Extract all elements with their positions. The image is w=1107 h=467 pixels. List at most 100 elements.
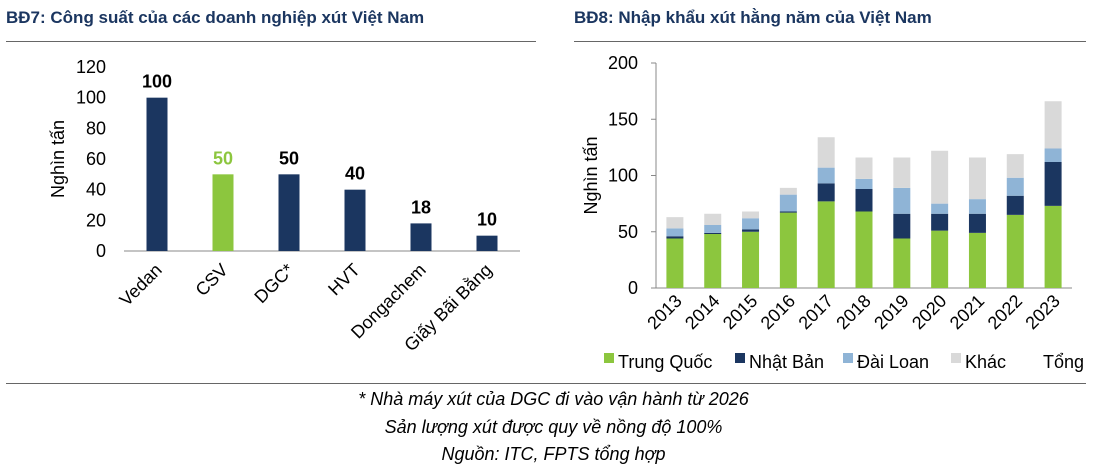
bar-segment: [742, 229, 760, 232]
bar-segment: [931, 230, 949, 288]
data-label: 100: [142, 72, 172, 92]
chart2-title-divider: [574, 41, 1086, 42]
x-tick-label: 2014: [681, 291, 723, 333]
x-tick-label: 2023: [1021, 291, 1063, 333]
x-tick-label: 2018: [832, 291, 874, 333]
bar-segment: [1006, 154, 1024, 178]
bar-segment: [1044, 148, 1062, 162]
bar-segment: [968, 232, 986, 288]
y-tick-label: 20: [86, 210, 106, 230]
y-tick-label: 0: [96, 241, 106, 261]
bar-segment: [855, 211, 873, 288]
x-tick-label: 2021: [946, 291, 988, 333]
bar-segment: [666, 217, 684, 229]
x-tick-label: 2015: [719, 291, 761, 333]
y-tick-label: 200: [608, 53, 638, 73]
footnote-dgc: * Nhà máy xút của DGC đi vào vận hành từ…: [358, 389, 749, 409]
y-tick-label: 60: [86, 149, 106, 169]
bar: [278, 174, 300, 251]
bar-segment: [1044, 101, 1062, 149]
bar-segment: [817, 183, 835, 202]
legend-label: Đài Loan: [857, 352, 929, 372]
footer-divider: [6, 383, 1086, 384]
y-tick-label: 50: [618, 222, 638, 242]
x-tick-label: 2017: [795, 291, 837, 333]
bar-segment: [855, 189, 873, 212]
legend-swatch: [604, 353, 614, 363]
x-tick-label: 2016: [757, 291, 799, 333]
data-label: 10: [477, 210, 497, 230]
bar: [476, 235, 498, 251]
bar-segment: [817, 137, 835, 168]
legend-swatch: [951, 353, 961, 363]
bar-segment: [893, 238, 911, 288]
legend-label: Trung Quốc: [618, 352, 712, 372]
bar: [212, 174, 234, 251]
bar-segment: [704, 232, 722, 234]
bar-segment: [779, 212, 797, 288]
bar-segment: [893, 187, 911, 214]
x-tick-label: 2013: [643, 291, 685, 333]
y-axis-label: Nghìn tấn: [581, 136, 601, 214]
bar-segment: [666, 238, 684, 288]
footnote-source: Nguồn: ITC, FPTS tổng hợp: [441, 444, 666, 464]
x-tick-label: 2019: [870, 291, 912, 333]
y-tick-label: 100: [76, 88, 106, 108]
bar-segment: [1006, 195, 1024, 215]
bar-segment: [779, 194, 797, 212]
bar-segment: [855, 178, 873, 189]
bar-segment: [1044, 162, 1062, 206]
bar-segment: [931, 150, 949, 204]
legend-label: Khác: [965, 352, 1006, 372]
chart2-title: BĐ8: Nhập khẩu xút hằng năm của Việt Nam: [574, 8, 932, 27]
y-tick-label: 150: [608, 109, 638, 129]
bar-segment: [1044, 205, 1062, 288]
footnote-concentration: Sản lượng xút được quy về nồng độ 100%: [384, 417, 723, 437]
legend-swatch: [843, 353, 853, 363]
bar-segment: [1006, 214, 1024, 288]
bar-segment: [817, 167, 835, 184]
y-axis-label: Nghìn tấn: [48, 120, 68, 198]
bar-segment: [855, 157, 873, 179]
y-tick-label: 80: [86, 118, 106, 138]
x-tick-label: 2020: [908, 291, 950, 333]
bar: [146, 97, 168, 252]
bar: [410, 223, 432, 251]
data-label: 18: [411, 197, 431, 217]
data-label: 50: [213, 148, 233, 168]
data-label: 50: [279, 148, 299, 168]
bar-segment: [666, 228, 684, 237]
legend-label: Tổng: [1043, 352, 1084, 372]
bar-segment: [893, 213, 911, 239]
y-tick-label: 120: [76, 57, 106, 77]
y-tick-label: 0: [628, 278, 638, 298]
bar-segment: [704, 213, 722, 225]
y-tick-label: 100: [608, 166, 638, 186]
bar-segment: [1006, 177, 1024, 196]
bar-segment: [742, 231, 760, 288]
bar-segment: [666, 236, 684, 239]
bar-segment: [704, 225, 722, 233]
bar-segment: [742, 211, 760, 219]
chart1-title-divider: [6, 41, 536, 42]
bar-segment: [893, 157, 911, 188]
y-tick-label: 40: [86, 180, 106, 200]
bar-segment: [931, 213, 949, 231]
bar-segment: [931, 203, 949, 214]
bar-segment: [968, 157, 986, 200]
bar: [344, 189, 366, 251]
data-label: 40: [345, 164, 365, 184]
bar-segment: [968, 199, 986, 214]
bar-segment: [779, 187, 797, 195]
bar-segment: [968, 213, 986, 233]
bar-segment: [742, 218, 760, 230]
chart1-title: BĐ7: Công suất của các doanh nghiệp xút …: [6, 8, 425, 27]
bar-segment: [817, 201, 835, 288]
legend-swatch: [735, 353, 745, 363]
x-tick-label: 2022: [984, 291, 1026, 333]
bar-segment: [704, 234, 722, 288]
bar-segment: [779, 211, 797, 213]
legend-label: Nhật Bản: [749, 352, 824, 372]
